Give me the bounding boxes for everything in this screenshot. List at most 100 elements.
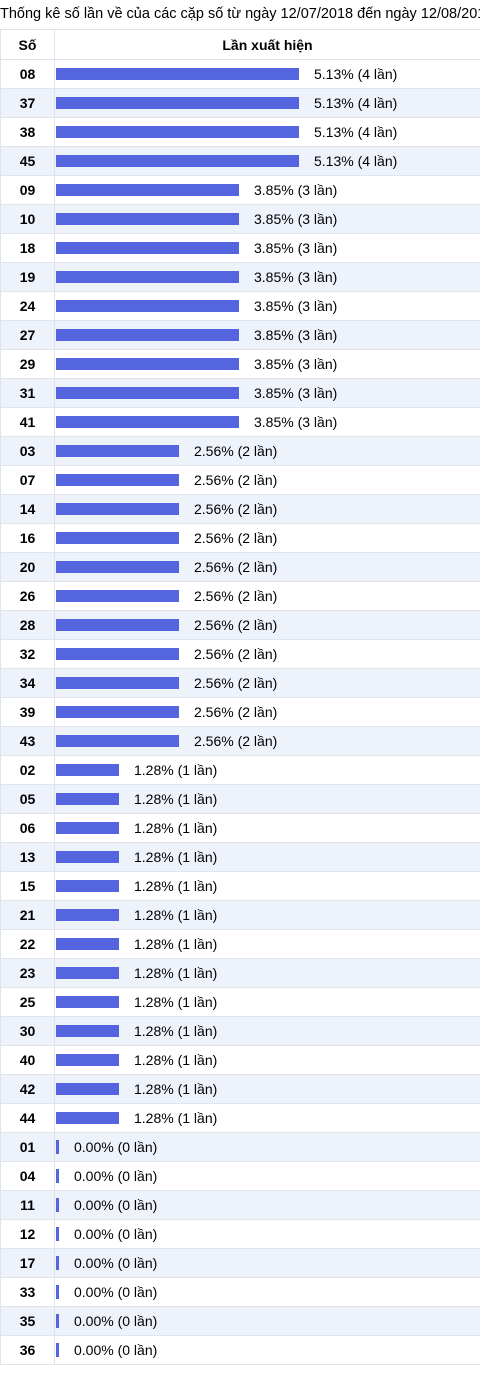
row-bar-cell: 0.00% (0 lần) — [55, 1307, 480, 1336]
table-row: 33 0.00% (0 lần) — [1, 1278, 480, 1307]
frequency-label: 5.13% (4 lần) — [314, 95, 397, 111]
table-row: 38 5.13% (4 lần) — [1, 118, 480, 147]
frequency-label: 1.28% (1 lần) — [134, 849, 217, 865]
frequency-bar — [56, 503, 179, 515]
table-row: 30 1.28% (1 lần) — [1, 1017, 480, 1046]
row-bar-cell: 0.00% (0 lần) — [55, 1278, 480, 1307]
table-row: 34 2.56% (2 lần) — [1, 669, 480, 698]
frequency-label: 1.28% (1 lần) — [134, 1052, 217, 1068]
table-row: 15 1.28% (1 lần) — [1, 872, 480, 901]
frequency-label: 5.13% (4 lần) — [314, 153, 397, 169]
row-number: 21 — [1, 901, 55, 930]
row-number: 25 — [1, 988, 55, 1017]
frequency-label: 3.85% (3 lần) — [254, 269, 337, 285]
row-bar-cell: 3.85% (3 lần) — [55, 234, 480, 263]
frequency-label: 3.85% (3 lần) — [254, 414, 337, 430]
frequency-label: 2.56% (2 lần) — [194, 704, 277, 720]
table-row: 16 2.56% (2 lần) — [1, 524, 480, 553]
row-number: 33 — [1, 1278, 55, 1307]
frequency-label: 2.56% (2 lần) — [194, 617, 277, 633]
row-bar-cell: 1.28% (1 lần) — [55, 872, 480, 901]
table-row: 27 3.85% (3 lần) — [1, 321, 480, 350]
row-number: 03 — [1, 437, 55, 466]
chart-title: Thống kê số lần về của các cặp số từ ngà… — [0, 0, 480, 29]
frequency-bar — [56, 184, 239, 196]
row-number: 08 — [1, 60, 55, 89]
header-number: Số — [1, 30, 55, 60]
row-bar-cell: 5.13% (4 lần) — [55, 89, 480, 118]
frequency-bar — [56, 1025, 119, 1037]
row-number: 12 — [1, 1220, 55, 1249]
row-number: 09 — [1, 176, 55, 205]
frequency-bar — [56, 996, 119, 1008]
frequency-label: 3.85% (3 lần) — [254, 182, 337, 198]
table-row: 20 2.56% (2 lần) — [1, 553, 480, 582]
row-bar-cell: 2.56% (2 lần) — [55, 611, 480, 640]
frequency-label: 1.28% (1 lần) — [134, 936, 217, 952]
row-bar-cell: 2.56% (2 lần) — [55, 553, 480, 582]
row-bar-cell: 0.00% (0 lần) — [55, 1133, 480, 1162]
row-bar-cell: 2.56% (2 lần) — [55, 640, 480, 669]
frequency-bar — [56, 1169, 59, 1183]
row-number: 35 — [1, 1307, 55, 1336]
frequency-bar — [56, 590, 179, 602]
frequency-bar — [56, 1256, 59, 1270]
frequency-bar — [56, 1314, 59, 1328]
frequency-bar — [56, 648, 179, 660]
row-bar-cell: 1.28% (1 lần) — [55, 843, 480, 872]
table-row: 41 3.85% (3 lần) — [1, 408, 480, 437]
table-row: 36 0.00% (0 lần) — [1, 1336, 480, 1365]
row-number: 44 — [1, 1104, 55, 1133]
frequency-bar — [56, 474, 179, 486]
row-bar-cell: 5.13% (4 lần) — [55, 118, 480, 147]
frequency-label: 2.56% (2 lần) — [194, 559, 277, 575]
table-row: 43 2.56% (2 lần) — [1, 727, 480, 756]
row-bar-cell: 2.56% (2 lần) — [55, 669, 480, 698]
row-number: 41 — [1, 408, 55, 437]
row-bar-cell: 2.56% (2 lần) — [55, 466, 480, 495]
row-number: 11 — [1, 1191, 55, 1220]
table-row: 45 5.13% (4 lần) — [1, 147, 480, 176]
row-bar-cell: 3.85% (3 lần) — [55, 321, 480, 350]
frequency-bar — [56, 445, 179, 457]
frequency-bar — [56, 909, 119, 921]
row-bar-cell: 0.00% (0 lần) — [55, 1220, 480, 1249]
table-row: 10 3.85% (3 lần) — [1, 205, 480, 234]
row-number: 28 — [1, 611, 55, 640]
row-bar-cell: 3.85% (3 lần) — [55, 205, 480, 234]
row-number: 10 — [1, 205, 55, 234]
frequency-bar — [56, 213, 239, 225]
table-row: 29 3.85% (3 lần) — [1, 350, 480, 379]
frequency-bar — [56, 126, 299, 138]
row-number: 07 — [1, 466, 55, 495]
row-bar-cell: 2.56% (2 lần) — [55, 727, 480, 756]
frequency-bar — [56, 880, 119, 892]
row-bar-cell: 2.56% (2 lần) — [55, 437, 480, 466]
frequency-label: 2.56% (2 lần) — [194, 733, 277, 749]
frequency-label: 1.28% (1 lần) — [134, 1110, 217, 1126]
frequency-label: 0.00% (0 lần) — [74, 1284, 157, 1300]
frequency-bar — [56, 677, 179, 689]
table-row: 23 1.28% (1 lần) — [1, 959, 480, 988]
frequency-label: 3.85% (3 lần) — [254, 385, 337, 401]
frequency-label: 0.00% (0 lần) — [74, 1313, 157, 1329]
frequency-bar — [56, 1285, 59, 1299]
frequency-bar — [56, 271, 239, 283]
table-row: 03 2.56% (2 lần) — [1, 437, 480, 466]
table-row: 06 1.28% (1 lần) — [1, 814, 480, 843]
frequency-label: 2.56% (2 lần) — [194, 472, 277, 488]
frequency-bar — [56, 851, 119, 863]
row-bar-cell: 1.28% (1 lần) — [55, 756, 480, 785]
row-number: 14 — [1, 495, 55, 524]
frequency-bar — [56, 1083, 119, 1095]
row-number: 39 — [1, 698, 55, 727]
row-number: 45 — [1, 147, 55, 176]
frequency-bar — [56, 155, 299, 167]
row-number: 20 — [1, 553, 55, 582]
frequency-bar — [56, 1054, 119, 1066]
table-row: 28 2.56% (2 lần) — [1, 611, 480, 640]
row-number: 04 — [1, 1162, 55, 1191]
row-number: 29 — [1, 350, 55, 379]
frequency-label: 2.56% (2 lần) — [194, 646, 277, 662]
frequency-label: 3.85% (3 lần) — [254, 211, 337, 227]
